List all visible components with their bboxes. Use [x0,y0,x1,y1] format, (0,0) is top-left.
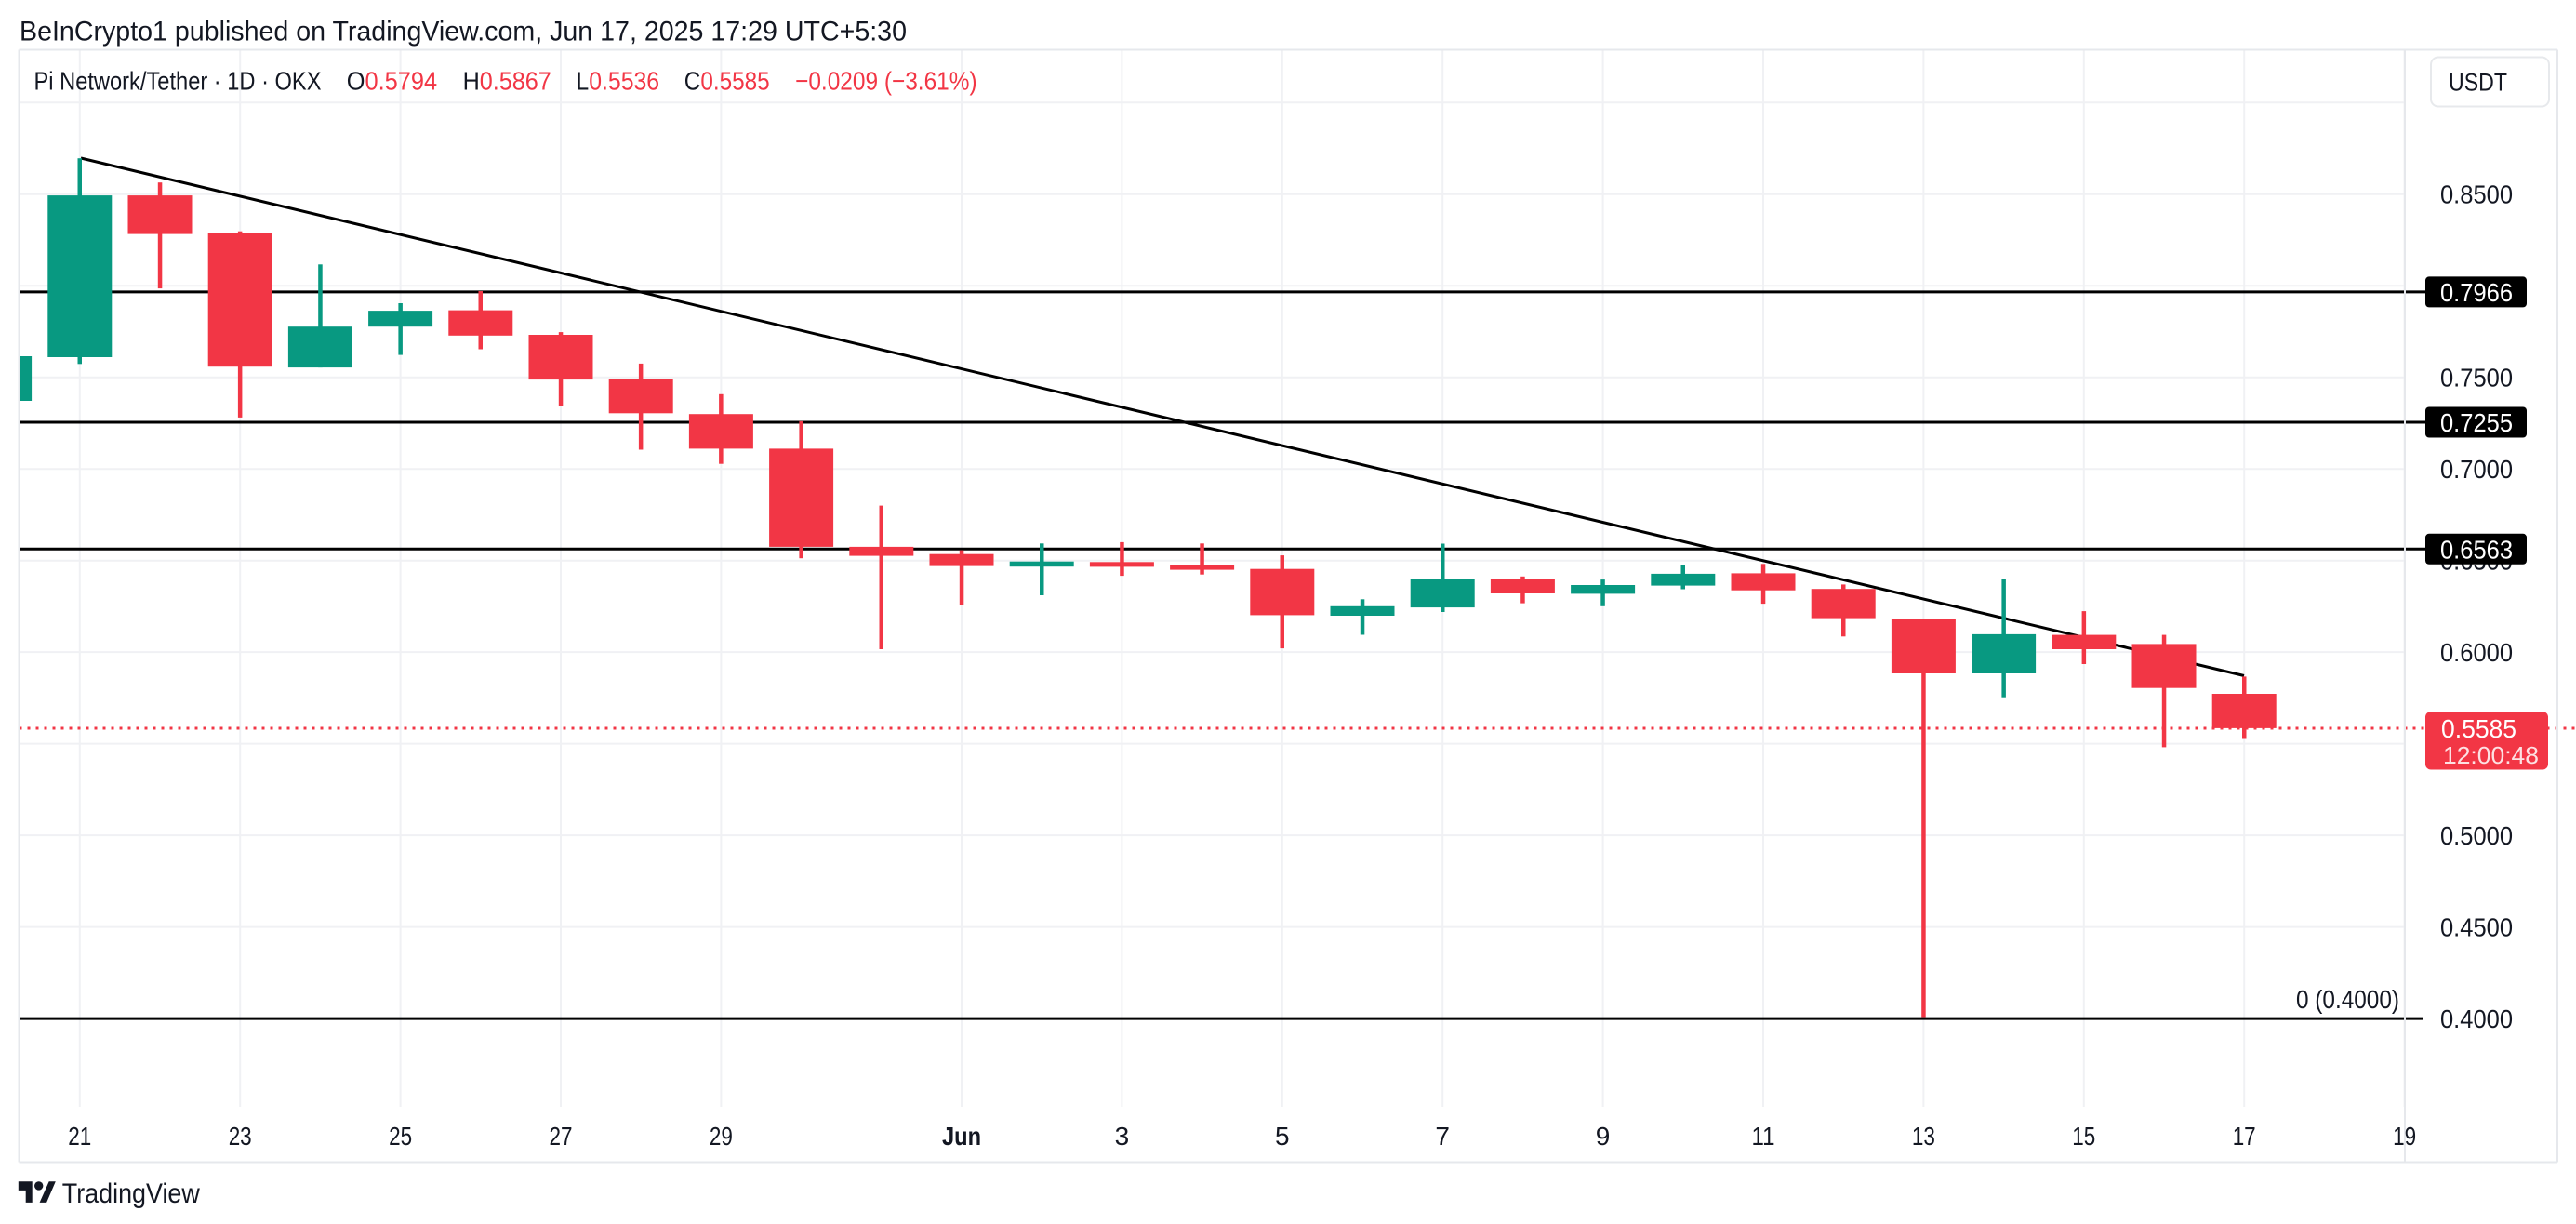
svg-text:−0.0209 (−3.61%): −0.0209 (−3.61%) [795,67,977,96]
svg-text:0.5585: 0.5585 [2441,714,2516,743]
svg-text:25: 25 [389,1122,412,1151]
svg-text:BeInCrypto1 published on Tradi: BeInCrypto1 published on TradingView.com… [20,16,907,47]
svg-text:0.5000: 0.5000 [2440,821,2513,850]
svg-text:0.4000: 0.4000 [2440,1004,2513,1033]
svg-text:Jun: Jun [942,1122,981,1151]
svg-text:17: 17 [2233,1122,2256,1151]
svg-text:0.8500: 0.8500 [2440,180,2513,209]
svg-text:13: 13 [1912,1122,1935,1151]
svg-text:29: 29 [710,1122,733,1151]
svg-text:7: 7 [1435,1122,1450,1151]
svg-text:0.6563: 0.6563 [2440,535,2513,564]
svg-text:9: 9 [1596,1122,1611,1151]
svg-text:0.7500: 0.7500 [2440,364,2513,392]
svg-text:0.7255: 0.7255 [2440,408,2513,437]
svg-text:3: 3 [1115,1122,1130,1151]
svg-text:5: 5 [1275,1122,1290,1151]
svg-text:Pi Network/Tether · 1D · OKX: Pi Network/Tether · 1D · OKX [34,67,322,96]
svg-text:H0.5867: H0.5867 [463,67,551,96]
svg-text:0.7000: 0.7000 [2440,455,2513,484]
svg-text:USDT: USDT [2449,69,2507,97]
svg-text:TradingView: TradingView [62,1178,200,1209]
svg-text:11: 11 [1752,1122,1775,1151]
svg-text:0 (0.4000): 0 (0.4000) [2296,985,2399,1014]
svg-text:0.6000: 0.6000 [2440,638,2513,667]
svg-text:21: 21 [68,1122,91,1151]
svg-text:0.4500: 0.4500 [2440,913,2513,942]
svg-text:C0.5585: C0.5585 [684,67,770,96]
svg-text:19: 19 [2393,1122,2416,1151]
svg-text:27: 27 [550,1122,573,1151]
svg-text:12:00:48: 12:00:48 [2443,741,2539,769]
svg-text:23: 23 [229,1122,252,1151]
svg-text:15: 15 [2072,1122,2095,1151]
svg-text:O0.5794: O0.5794 [347,67,437,96]
svg-text:L0.5536: L0.5536 [576,67,659,96]
svg-text:0.7966: 0.7966 [2440,278,2513,307]
